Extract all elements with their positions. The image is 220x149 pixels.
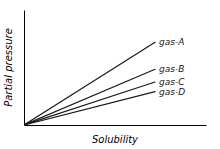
x-axis-title: Solubility xyxy=(92,134,139,145)
line-label: gas-B xyxy=(159,64,184,74)
chart: gas-A gas-B gas-Cgas-D Solubility Partial pr… xyxy=(0,0,220,149)
line xyxy=(24,82,155,125)
line-labels: gas-A gas-B gas-Cgas-D xyxy=(159,37,185,96)
y-axis xyxy=(24,11,25,126)
x-axis xyxy=(25,125,207,126)
line xyxy=(24,92,155,125)
axis-line xyxy=(25,125,207,126)
line xyxy=(24,69,155,125)
plot: gas-A gas-B gas-Cgas-D xyxy=(24,11,207,126)
line xyxy=(24,42,155,125)
line-label: gas-C xyxy=(159,77,185,87)
y-axis-title: Partial pressure xyxy=(3,28,14,107)
lines xyxy=(24,42,155,125)
axis-line xyxy=(24,11,25,126)
line-label: gas-A xyxy=(159,37,184,47)
line-label: gas-D xyxy=(159,87,185,97)
